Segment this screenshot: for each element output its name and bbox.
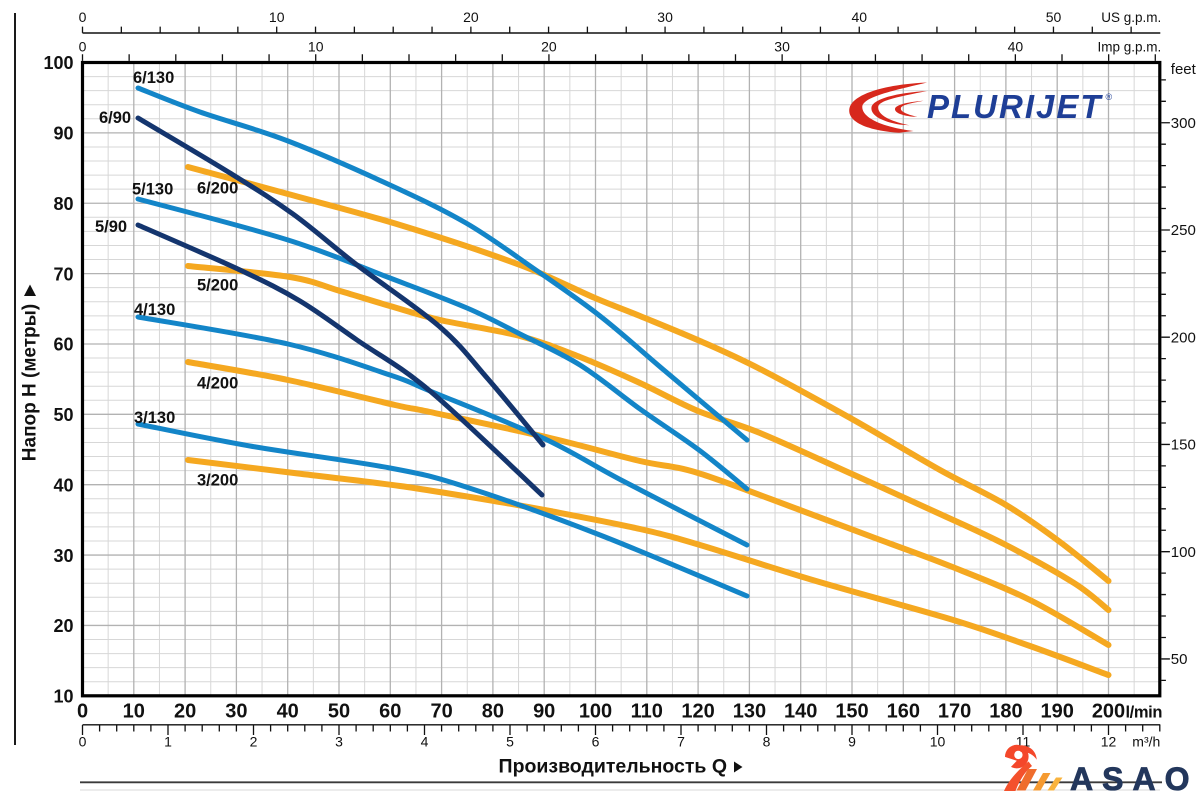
svg-text:8: 8 [763,734,771,750]
svg-text:5: 5 [506,734,514,750]
svg-text:2: 2 [250,734,258,750]
svg-text:0: 0 [79,39,87,55]
svg-text:140: 140 [784,701,817,723]
svg-text:120: 120 [681,701,714,723]
svg-text:10: 10 [123,701,145,723]
svg-text:ASAO: ASAO [1070,761,1198,791]
svg-text:3/130: 3/130 [134,409,175,427]
svg-text:US g.p.m.: US g.p.m. [1101,10,1161,25]
svg-text:100: 100 [43,53,73,73]
svg-text:30: 30 [53,546,73,566]
svg-text:250: 250 [1171,222,1196,239]
svg-text:50: 50 [1171,651,1188,668]
svg-text:150: 150 [835,701,868,723]
svg-text:5/200: 5/200 [197,277,238,295]
svg-text:Напор H (метры): Напор H (метры) [20,304,41,461]
svg-text:50: 50 [328,701,350,723]
svg-text:80: 80 [53,194,73,214]
svg-text:70: 70 [430,701,452,723]
svg-text:4: 4 [421,734,429,750]
svg-text:100: 100 [1171,544,1196,561]
svg-text:1: 1 [164,734,172,750]
svg-text:9: 9 [848,734,856,750]
svg-text:10: 10 [53,687,73,707]
svg-text:60: 60 [53,335,73,355]
svg-text:10: 10 [930,734,946,750]
svg-text:3/200: 3/200 [197,472,238,490]
svg-text:feet: feet [1171,61,1197,78]
svg-text:300: 300 [1171,115,1196,132]
svg-text:100: 100 [579,701,612,723]
svg-text:20: 20 [463,9,479,25]
svg-text:90: 90 [53,124,73,144]
svg-text:5/90: 5/90 [95,218,127,236]
svg-text:40: 40 [1008,39,1024,55]
svg-text:110: 110 [631,701,663,723]
svg-text:30: 30 [225,701,247,723]
svg-text:180: 180 [989,701,1022,723]
svg-text:70: 70 [53,264,73,284]
svg-text:40: 40 [852,9,868,25]
svg-text:0: 0 [77,701,88,723]
svg-text:200: 200 [1092,701,1125,723]
svg-text:5/130: 5/130 [132,181,173,199]
svg-text:3: 3 [335,734,343,750]
svg-text:6: 6 [592,734,600,750]
svg-text:m³/h: m³/h [1132,734,1160,750]
svg-text:160: 160 [887,701,920,723]
svg-text:0: 0 [79,9,87,25]
svg-text:60: 60 [379,701,401,723]
svg-text:PLURIJET: PLURIJET [927,88,1103,125]
svg-text:10: 10 [269,9,285,25]
svg-text:170: 170 [938,701,971,723]
svg-text:190: 190 [1041,701,1074,723]
svg-text:30: 30 [657,9,673,25]
svg-text:150: 150 [1171,437,1196,454]
svg-text:4/200: 4/200 [197,375,238,393]
svg-text:10: 10 [308,39,324,55]
svg-text:4/130: 4/130 [134,301,175,319]
svg-text:200: 200 [1171,329,1196,346]
svg-text:l/min: l/min [1126,704,1163,722]
svg-text:90: 90 [533,701,555,723]
svg-text:0: 0 [79,734,87,750]
svg-text:130: 130 [733,701,766,723]
svg-text:6/130: 6/130 [133,69,174,87]
svg-text:20: 20 [541,39,557,55]
svg-text:12: 12 [1101,734,1117,750]
svg-text:6/90: 6/90 [99,109,131,127]
svg-text:20: 20 [174,701,196,723]
svg-text:7: 7 [677,734,685,750]
svg-text:80: 80 [482,701,504,723]
svg-text:Производительность Q: Производительность Q [499,756,727,778]
svg-text:40: 40 [53,475,73,495]
svg-text:50: 50 [1046,9,1062,25]
svg-text:Imp g.p.m.: Imp g.p.m. [1098,40,1162,55]
svg-text:50: 50 [53,405,73,425]
svg-text:20: 20 [53,616,73,636]
svg-text:6/200: 6/200 [197,180,238,198]
svg-text:40: 40 [277,701,299,723]
svg-text:30: 30 [774,39,790,55]
svg-text:®: ® [1106,92,1113,102]
